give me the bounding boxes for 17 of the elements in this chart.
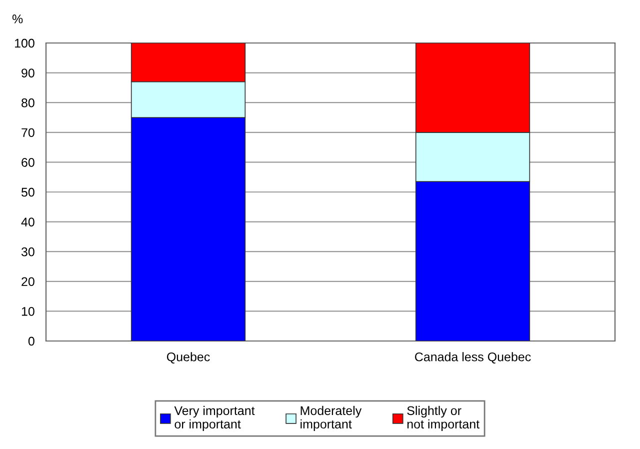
x-tick-label: Quebec: [166, 352, 210, 364]
y-tick-label: 0: [28, 336, 34, 346]
x-tick-label: Canada less Quebec: [415, 352, 531, 364]
y-tick-label: 40: [21, 218, 34, 226]
y-tick-label: 90: [22, 68, 34, 78]
y-tick-label: 20: [22, 277, 34, 286]
y-tick-label: 60: [22, 158, 34, 167]
legend-label: Moderately important: [300, 406, 362, 432]
y-tick-label: 80: [22, 98, 34, 108]
y-axis-title: %: [12, 14, 23, 24]
y-tick-label: 10: [22, 307, 34, 316]
y-tick-label: 70: [22, 128, 34, 138]
y-tick-label: 30: [21, 247, 34, 256]
y-tick-label: 50: [21, 188, 34, 197]
y-tick-label: 100: [14, 38, 34, 48]
legend-label: Slightly or not important: [407, 406, 480, 432]
legend-label: Very important or important: [174, 406, 255, 432]
